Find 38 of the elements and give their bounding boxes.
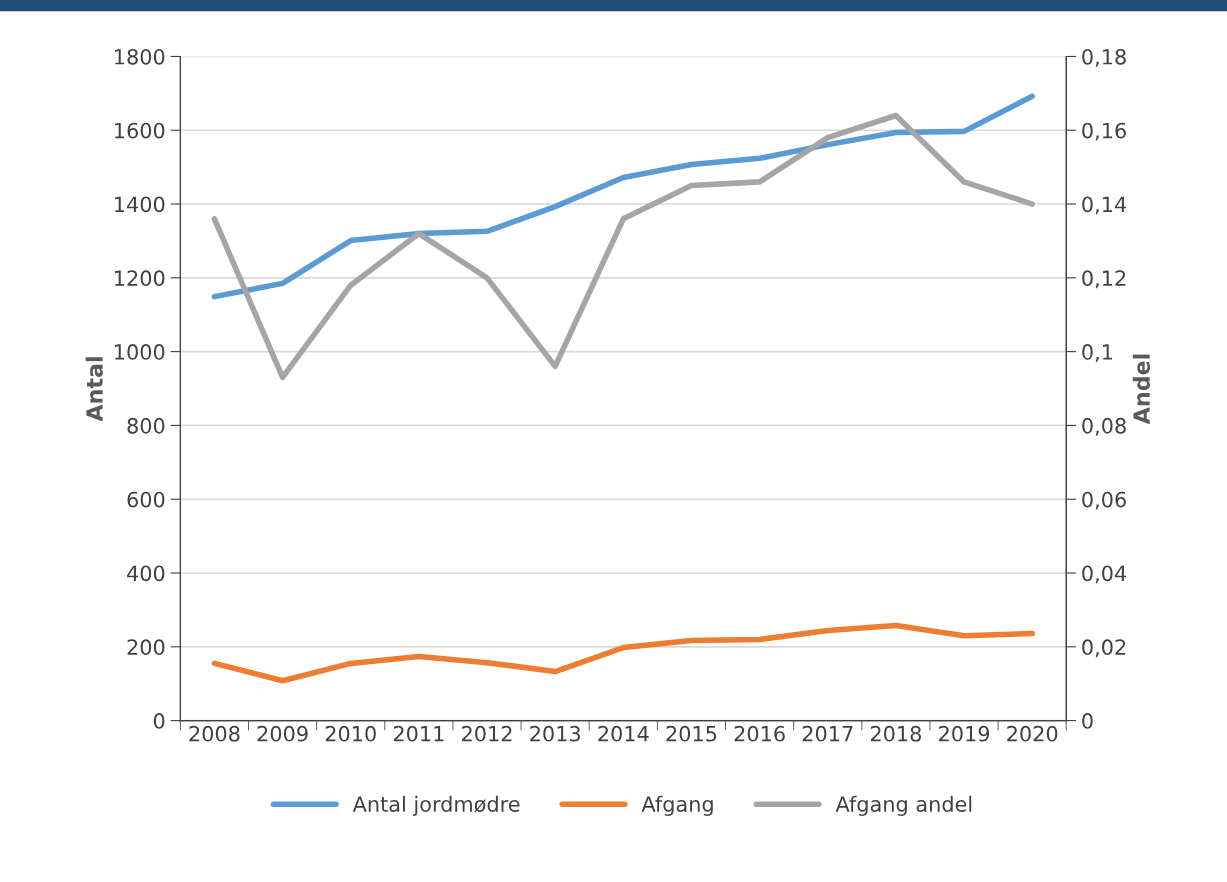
legend-label: Antal jordmødre — [352, 795, 520, 816]
x-tick-label: 2017 — [802, 725, 853, 742]
y-tick-label: 1200 — [115, 270, 165, 287]
y-tick-label: 800 — [127, 417, 165, 434]
y2-tick-label: 0,16 — [1082, 122, 1126, 141]
y2-tick-label: 0,08 — [1082, 417, 1126, 436]
x-tick-label: 2013 — [530, 725, 581, 742]
x-tick-label: 2014 — [598, 725, 649, 742]
x-tick-label: 2018 — [870, 725, 921, 742]
x-tick-label: 2008 — [189, 725, 240, 742]
x-tick-label: 2011 — [393, 725, 444, 742]
y2-tick-label: 0 — [1082, 713, 1093, 729]
x-tick-label: 2010 — [325, 725, 376, 742]
x-tick-label: 2016 — [734, 725, 785, 742]
x-tick-label: 2019 — [939, 725, 990, 742]
y2-tick-label: 0,18 — [1082, 48, 1126, 67]
y2-axis-title: Andel — [1132, 354, 1150, 425]
y-tick-label: 600 — [127, 491, 165, 508]
y2-tick-label: 0,02 — [1082, 639, 1126, 658]
y-tick-label: 1600 — [115, 122, 165, 139]
y-tick-label: 1800 — [115, 48, 165, 65]
y2-tick-label: 0,14 — [1082, 196, 1127, 215]
y2-tick-label: 0,12 — [1082, 270, 1126, 289]
y2-tick-label: 0,04 — [1082, 565, 1127, 584]
legend-label: Afgang andel — [835, 795, 972, 816]
y-tick-label: 200 — [127, 639, 165, 656]
y2-tick-label: 0,1 — [1082, 344, 1113, 362]
y-tick-label: 400 — [127, 565, 165, 582]
y2-tick-label: 0,06 — [1082, 491, 1126, 510]
y-tick-label: 1400 — [115, 196, 165, 213]
y-axis-title: Antal — [85, 357, 103, 422]
x-tick-label: 2009 — [257, 725, 308, 742]
y-tick-label: 1000 — [115, 344, 165, 360]
x-tick-label: 2020 — [1007, 725, 1058, 742]
y-tick-label: 0 — [153, 713, 165, 729]
legend-label: Afgang — [641, 795, 713, 816]
x-tick-label: 2012 — [462, 725, 512, 742]
x-tick-label: 2015 — [666, 725, 717, 742]
